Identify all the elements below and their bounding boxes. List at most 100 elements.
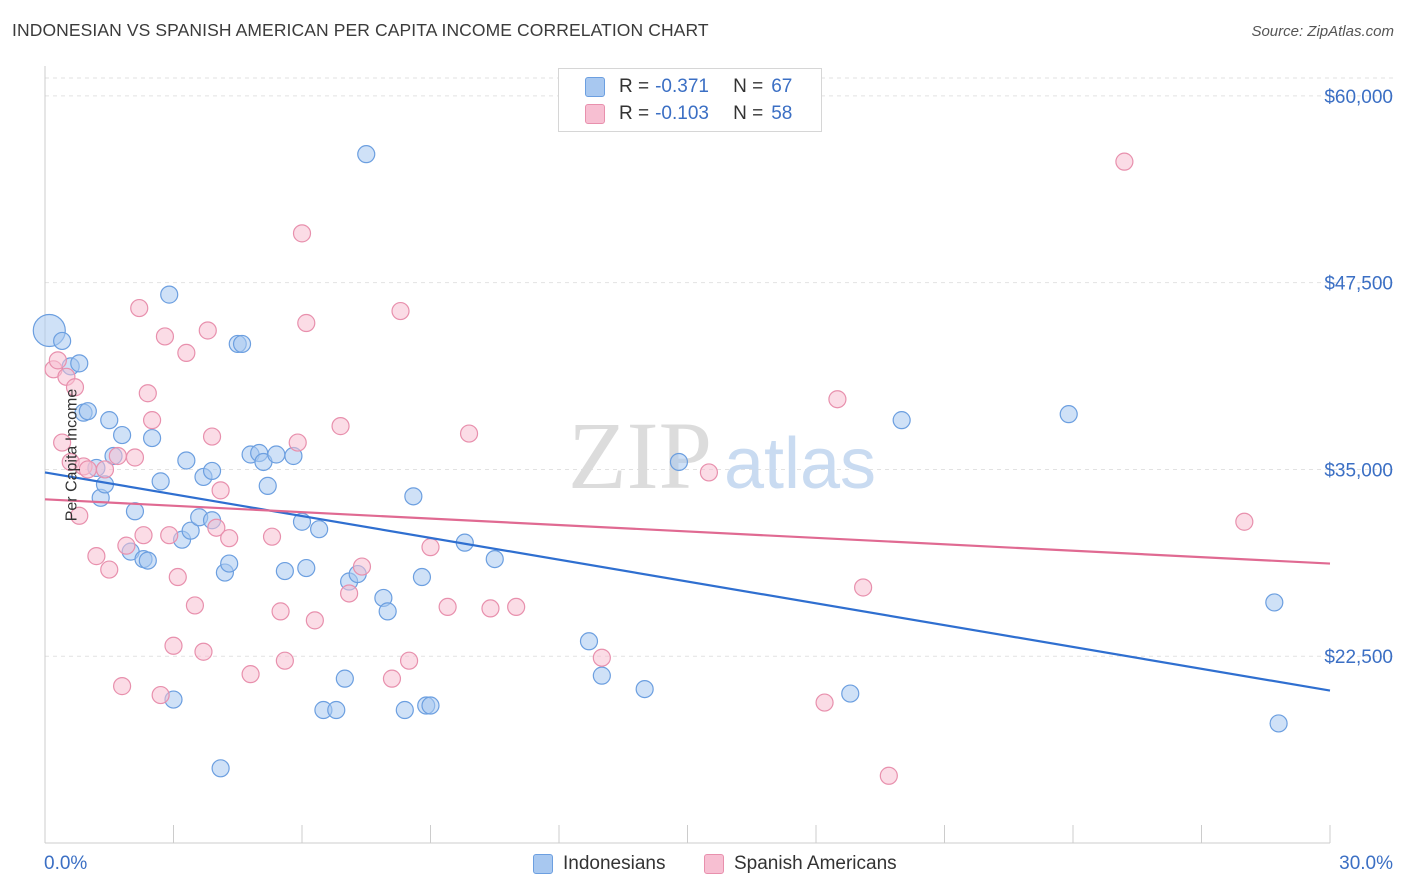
point-indonesians bbox=[579, 632, 599, 651]
legend-swatch-indonesians bbox=[585, 77, 605, 97]
point-spanish-americans bbox=[95, 460, 115, 479]
watermark-atlas: atlas bbox=[724, 424, 876, 504]
point-spanish-americans bbox=[305, 611, 324, 630]
legend-r-label: R = bbox=[619, 76, 650, 97]
point-spanish-americans bbox=[185, 596, 205, 615]
point-spanish-americans bbox=[592, 648, 611, 667]
legend-row-indonesians: R = -0.371 N = 67 bbox=[585, 75, 792, 99]
point-spanish-americans bbox=[117, 536, 136, 555]
point-indonesians bbox=[112, 425, 132, 445]
point-indonesians bbox=[485, 549, 504, 569]
point-indonesians bbox=[53, 331, 72, 351]
point-spanish-americans bbox=[134, 526, 153, 545]
point-indonesians bbox=[100, 411, 119, 430]
point-spanish-americans bbox=[87, 547, 106, 566]
point-indonesians bbox=[275, 561, 294, 581]
legend-r-label: R = bbox=[619, 103, 650, 124]
y-axis-label: Per Capita Income bbox=[63, 388, 81, 522]
point-spanish-americans bbox=[53, 433, 72, 452]
point-spanish-americans bbox=[275, 651, 294, 670]
point-indonesians bbox=[327, 700, 346, 720]
point-indonesians bbox=[1265, 593, 1284, 612]
legend-item-spanish-americans: Spanish Americans bbox=[704, 852, 897, 876]
legend-swatch-indonesians bbox=[533, 854, 553, 874]
point-spanish-americans bbox=[108, 446, 127, 466]
point-spanish-americans bbox=[207, 518, 226, 537]
point-spanish-americans bbox=[202, 427, 222, 446]
point-spanish-americans bbox=[288, 433, 307, 452]
legend-row-spanish-americans: R = -0.103 N = 58 bbox=[585, 102, 792, 126]
point-spanish-americans bbox=[391, 301, 410, 321]
point-indonesians bbox=[404, 487, 423, 506]
point-spanish-americans bbox=[1115, 152, 1134, 171]
point-spanish-americans bbox=[78, 460, 97, 479]
point-indonesians bbox=[669, 452, 689, 472]
legend-swatch-spanish-americans bbox=[704, 854, 724, 874]
point-spanish-americans bbox=[352, 557, 372, 576]
point-spanish-americans bbox=[125, 448, 145, 467]
point-indonesians bbox=[1059, 405, 1078, 424]
legend-r-value: -0.103 bbox=[655, 103, 709, 124]
point-spanish-americans bbox=[879, 766, 898, 785]
point-spanish-americans bbox=[421, 538, 440, 557]
point-spanish-americans bbox=[100, 560, 119, 579]
point-indonesians bbox=[357, 145, 376, 164]
point-spanish-americans bbox=[142, 411, 162, 430]
point-spanish-americans bbox=[438, 597, 457, 617]
data-points bbox=[32, 145, 1288, 785]
point-indonesians bbox=[378, 602, 397, 621]
point-indonesians bbox=[421, 696, 440, 715]
y-tick-label: $35,000 bbox=[1324, 460, 1393, 481]
point-indonesians bbox=[635, 679, 654, 699]
source-label: Source: ZipAtlas.com bbox=[1251, 23, 1394, 40]
legend-label-indonesians: Indonesians bbox=[563, 853, 666, 874]
point-spanish-americans bbox=[198, 321, 217, 340]
point-indonesians bbox=[211, 759, 230, 778]
point-indonesians bbox=[267, 445, 286, 464]
point-indonesians bbox=[202, 461, 222, 481]
point-indonesians bbox=[232, 334, 252, 354]
legend-n-label: N = bbox=[733, 76, 764, 97]
point-spanish-americans bbox=[399, 651, 419, 670]
point-indonesians bbox=[258, 476, 277, 495]
point-spanish-americans bbox=[220, 529, 239, 548]
point-spanish-americans bbox=[138, 384, 157, 403]
point-spanish-americans bbox=[854, 578, 873, 597]
point-indonesians bbox=[892, 411, 911, 430]
tick-labels: $22,500 $35,000 $47,500 $60,000 0.0% 30.0% bbox=[44, 87, 1393, 874]
point-indonesians bbox=[412, 567, 432, 587]
point-spanish-americans bbox=[151, 685, 170, 705]
x-tick-label-min: 0.0% bbox=[44, 853, 87, 874]
stats-legend: R = -0.371 N = 67 R = -0.103 N = 58 bbox=[558, 68, 822, 132]
point-indonesians bbox=[297, 558, 316, 578]
point-spanish-americans bbox=[177, 343, 196, 362]
legend-r-value: -0.371 bbox=[655, 76, 709, 97]
point-indonesians bbox=[310, 520, 329, 539]
y-tick-label: $60,000 bbox=[1324, 87, 1393, 108]
chart-title: INDONESIAN VS SPANISH AMERICAN PER CAPIT… bbox=[12, 20, 709, 40]
point-spanish-americans bbox=[211, 481, 230, 500]
legend-item-indonesians: Indonesians bbox=[533, 852, 665, 876]
point-spanish-americans bbox=[271, 602, 290, 621]
trend-line-indonesians bbox=[44, 471, 1331, 692]
point-indonesians bbox=[841, 684, 860, 703]
grid-lines bbox=[45, 77, 1395, 657]
point-spanish-americans bbox=[241, 665, 260, 684]
point-spanish-americans bbox=[112, 677, 132, 696]
point-spanish-americans bbox=[481, 599, 500, 618]
watermark-zip: ZIP bbox=[568, 402, 712, 509]
point-spanish-americans bbox=[507, 597, 526, 617]
legend-label-spanish-americans: Spanish Americans bbox=[734, 853, 897, 874]
point-spanish-americans bbox=[1235, 512, 1254, 531]
y-tick-label: $47,500 bbox=[1324, 274, 1393, 295]
point-indonesians bbox=[335, 669, 354, 688]
point-indonesians bbox=[181, 521, 200, 540]
point-spanish-americans bbox=[155, 327, 175, 346]
trend-lines bbox=[44, 471, 1331, 692]
point-indonesians bbox=[138, 551, 157, 570]
point-spanish-americans bbox=[292, 224, 312, 243]
point-spanish-americans bbox=[331, 417, 350, 436]
point-spanish-americans bbox=[699, 463, 719, 482]
point-spanish-americans bbox=[168, 567, 187, 587]
point-spanish-americans bbox=[70, 506, 89, 525]
